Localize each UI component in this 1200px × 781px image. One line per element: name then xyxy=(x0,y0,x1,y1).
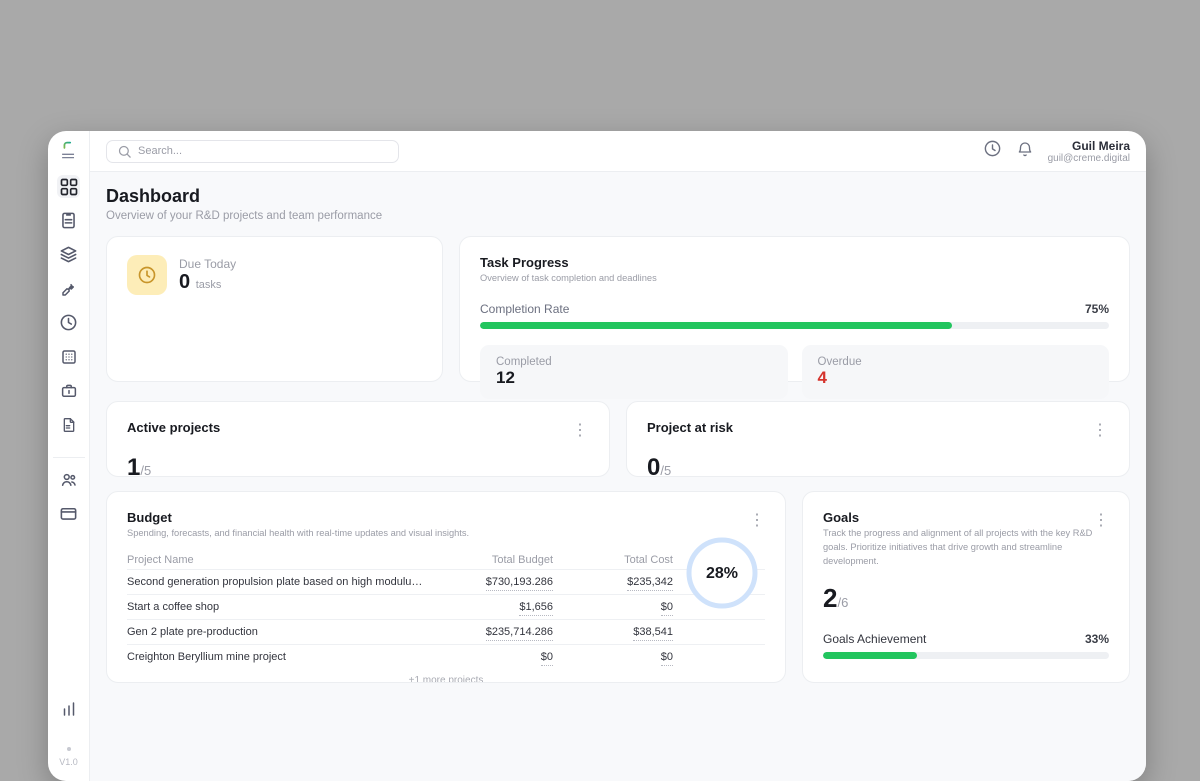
svg-text:28%: 28% xyxy=(706,565,738,582)
